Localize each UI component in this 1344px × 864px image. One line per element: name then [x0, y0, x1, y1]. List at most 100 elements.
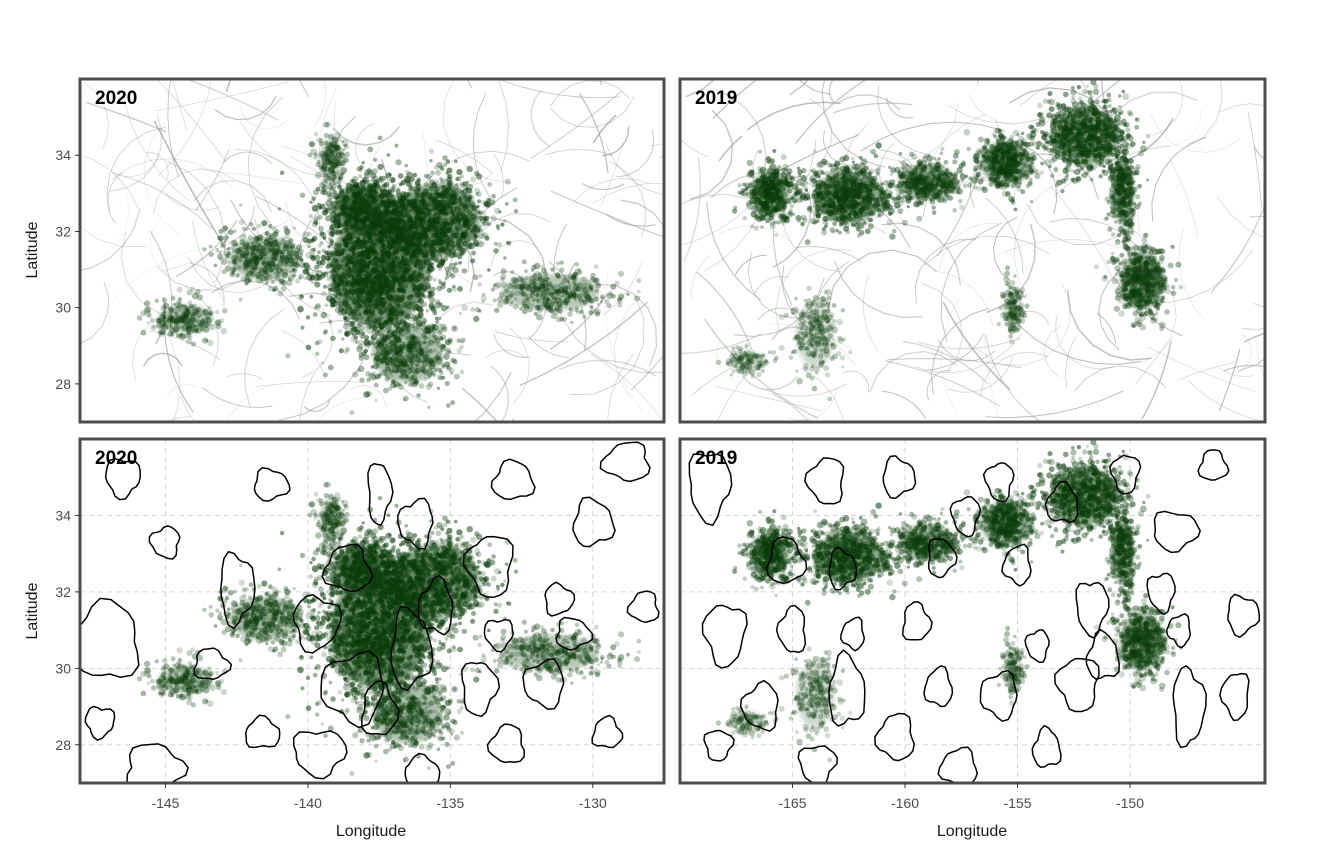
density-point — [407, 255, 414, 263]
density-point — [362, 258, 367, 263]
density-point — [508, 301, 514, 307]
density-point — [550, 267, 555, 272]
density-point — [423, 181, 429, 187]
density-point — [459, 181, 465, 186]
density-point — [341, 148, 346, 152]
density-point — [445, 191, 451, 196]
density-point — [423, 326, 427, 331]
density-point — [432, 238, 436, 243]
density-point — [393, 347, 401, 355]
density-point — [364, 269, 369, 274]
density-point — [481, 292, 486, 297]
density-point — [414, 304, 421, 311]
density-point — [383, 276, 389, 282]
density-point — [476, 191, 482, 197]
density-point — [533, 311, 538, 316]
density-point — [378, 309, 384, 315]
density-point — [242, 226, 247, 232]
density-point — [169, 324, 173, 329]
density-point — [383, 349, 390, 356]
density-point — [258, 269, 265, 276]
flow-streak — [278, 321, 376, 421]
density-point — [344, 255, 348, 260]
density-point — [419, 244, 424, 249]
density-point — [364, 250, 368, 254]
density-point — [404, 380, 408, 385]
density-point — [348, 321, 355, 328]
density-cluster — [372, 324, 443, 383]
density-point — [384, 209, 390, 215]
density-point — [423, 242, 428, 247]
density-point — [466, 242, 472, 249]
density-point — [345, 330, 350, 335]
density-point — [195, 329, 199, 334]
density-point — [280, 285, 287, 292]
density-point — [313, 305, 318, 310]
density-point — [550, 301, 556, 307]
density-point — [388, 329, 393, 333]
density-point — [420, 321, 427, 327]
density-point — [373, 202, 378, 207]
density-point — [398, 322, 403, 328]
density-point — [362, 260, 367, 265]
density-point — [499, 291, 505, 298]
density-point — [473, 315, 480, 322]
density-point — [399, 354, 404, 359]
density-point — [403, 312, 410, 319]
density-point — [395, 302, 401, 308]
flow-streak — [492, 271, 524, 282]
density-point — [520, 290, 527, 297]
flow-streak — [436, 139, 493, 174]
density-point — [393, 341, 399, 347]
density-point — [487, 268, 491, 272]
density-point — [208, 244, 213, 249]
density-point — [473, 233, 478, 238]
density-point — [395, 193, 399, 197]
density-point — [328, 290, 332, 295]
density-point — [357, 304, 362, 310]
density-point — [384, 307, 389, 312]
density-point — [373, 382, 379, 388]
density-point — [372, 256, 378, 261]
density-point — [596, 302, 600, 306]
density-point — [357, 286, 363, 293]
density-point — [335, 289, 341, 296]
density-point — [410, 323, 416, 329]
density-point — [254, 259, 259, 263]
density-point — [321, 255, 327, 260]
density-point — [397, 227, 404, 234]
density-point — [339, 290, 346, 297]
density-point — [254, 242, 261, 249]
density-point — [354, 257, 360, 263]
density-point — [444, 276, 449, 281]
density-point — [242, 233, 247, 237]
density-point — [353, 270, 359, 275]
density-point — [388, 316, 394, 321]
flow-streak — [214, 96, 277, 121]
density-point — [323, 284, 328, 289]
density-point — [394, 143, 399, 148]
density-point — [389, 176, 396, 184]
flow-streak — [473, 372, 512, 422]
density-cluster — [501, 274, 599, 311]
density-point — [360, 295, 367, 303]
density-point — [168, 307, 174, 313]
density-point — [435, 319, 440, 324]
density-point — [447, 350, 452, 355]
density-point — [368, 236, 372, 241]
density-point — [398, 251, 404, 257]
density-point — [432, 348, 437, 353]
density-point — [318, 138, 324, 144]
density-point — [293, 259, 299, 264]
density-point — [216, 323, 222, 330]
density-point — [383, 234, 387, 239]
density-point — [367, 340, 373, 346]
flow-streak — [592, 114, 617, 144]
density-point — [390, 381, 397, 389]
density-point — [423, 278, 430, 284]
density-point — [274, 229, 280, 234]
density-point — [394, 297, 400, 303]
density-point — [392, 265, 397, 270]
density-point — [507, 282, 514, 289]
density-point — [334, 294, 338, 299]
